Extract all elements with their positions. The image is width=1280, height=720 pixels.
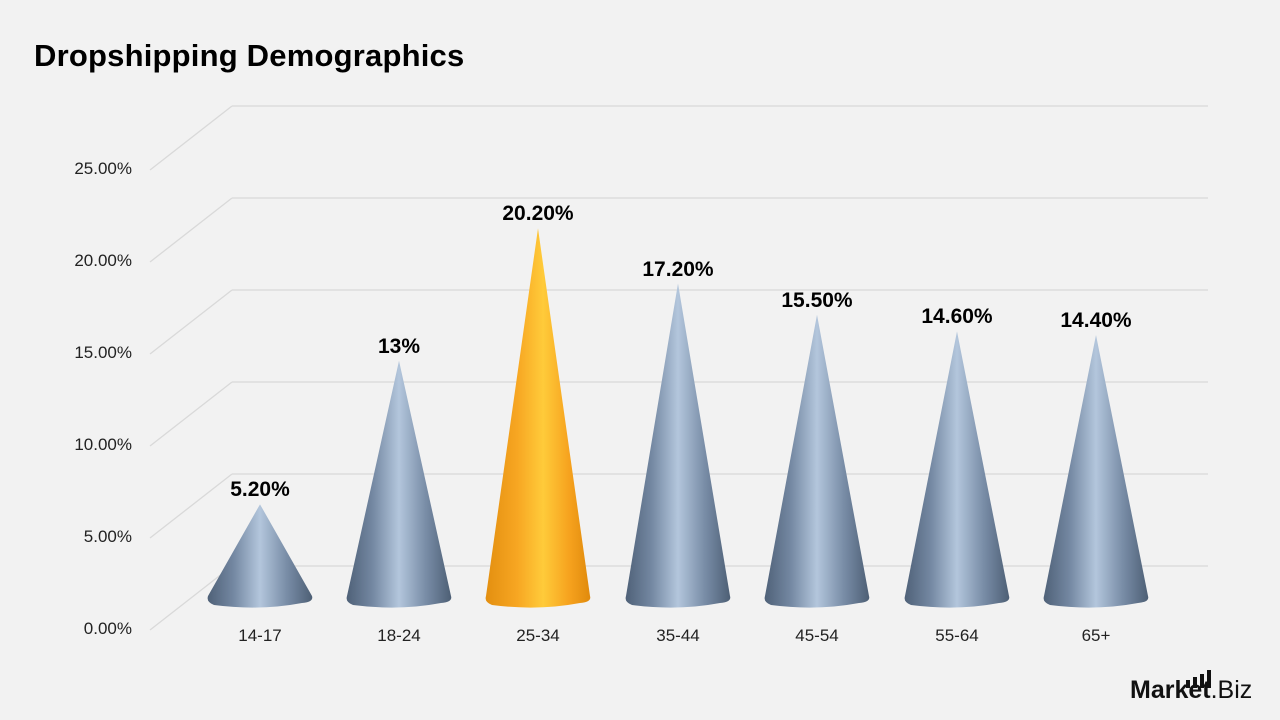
y-tick-label: 0.00% [83,619,132,638]
data-label: 17.20% [642,257,714,281]
data-label: 5.20% [230,478,290,502]
x-tick-label: 45-54 [795,626,839,645]
cone-25-34 [485,228,591,608]
y-tick-label: 10.00% [74,435,132,454]
x-tick-label: 18-24 [377,626,421,645]
cone-55-64 [904,331,1010,608]
cone-45-54 [764,314,870,608]
data-label: 13% [377,334,421,358]
y-tick-label: 20.00% [74,251,132,270]
cone-65+ [1043,335,1149,608]
logo-brand-rest: .Biz [1210,676,1253,704]
x-tick-label: 14-17 [238,626,282,645]
x-tick-label: 65+ [1081,626,1111,645]
x-tick-label: 25-34 [516,626,560,645]
y-tick-label: 25.00% [74,159,132,178]
cone-14-17 [207,504,313,608]
brand-logo: Market.Biz [1130,676,1252,705]
logo-brand-bold: Market [1130,676,1211,704]
cone-18-24 [346,360,452,608]
data-label: 14.40% [1060,309,1132,333]
cones [207,228,1149,608]
cone-35-44 [625,283,731,608]
y-tick-label: 5.00% [83,527,132,546]
y-tick-label: 15.00% [74,343,132,362]
data-label: 14.60% [921,305,993,329]
x-tick-label: 55-64 [935,626,979,645]
chart-title: Dropshipping Demographics [34,38,465,73]
data-label: 20.20% [502,202,574,226]
x-tick-label: 35-44 [656,626,700,645]
data-label: 15.50% [781,288,853,312]
bar-chart-icon [1186,670,1211,688]
